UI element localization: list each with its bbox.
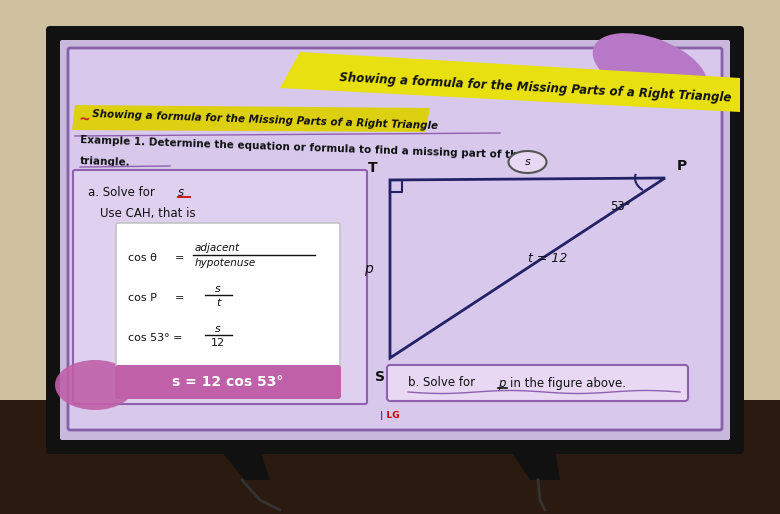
Text: hypotenuse: hypotenuse	[195, 258, 257, 268]
Text: 12: 12	[211, 338, 225, 348]
FancyBboxPatch shape	[46, 26, 744, 454]
Text: a. Solve for: a. Solve for	[88, 186, 158, 198]
Polygon shape	[0, 0, 780, 400]
Polygon shape	[280, 52, 740, 112]
Text: s: s	[215, 284, 221, 294]
Text: P: P	[677, 159, 687, 173]
Ellipse shape	[55, 360, 135, 410]
Text: Showing a formula for the Missing Parts of a Right Triangle: Showing a formula for the Missing Parts …	[92, 109, 438, 131]
Polygon shape	[510, 450, 560, 480]
Text: in the figure above.: in the figure above.	[510, 376, 626, 390]
Text: cos θ: cos θ	[128, 253, 157, 263]
Ellipse shape	[593, 33, 707, 103]
Text: t = 12: t = 12	[528, 251, 567, 265]
FancyBboxPatch shape	[60, 40, 730, 440]
FancyBboxPatch shape	[115, 365, 341, 399]
Text: s: s	[525, 157, 530, 167]
Text: ~: ~	[78, 113, 90, 127]
Text: adjacent: adjacent	[195, 243, 240, 253]
Text: | LG: | LG	[381, 411, 399, 419]
Text: S: S	[375, 370, 385, 384]
Text: Example 1. Determine the equation or formula to find a missing part of the: Example 1. Determine the equation or for…	[80, 135, 525, 161]
Text: t: t	[216, 298, 220, 308]
Text: triangle.: triangle.	[80, 156, 131, 168]
Polygon shape	[220, 450, 270, 480]
FancyBboxPatch shape	[387, 365, 688, 401]
Text: =: =	[175, 293, 184, 303]
Polygon shape	[0, 400, 780, 514]
Text: p: p	[363, 262, 372, 276]
Text: =: =	[175, 253, 184, 263]
Ellipse shape	[509, 151, 547, 173]
FancyBboxPatch shape	[73, 170, 367, 404]
Polygon shape	[72, 105, 430, 132]
FancyBboxPatch shape	[68, 48, 722, 430]
Text: s = 12 cos 53°: s = 12 cos 53°	[172, 375, 284, 389]
Text: T: T	[368, 161, 378, 175]
Text: cos P: cos P	[128, 293, 157, 303]
Text: cos 53° =: cos 53° =	[128, 333, 183, 343]
Text: p: p	[498, 376, 505, 390]
Text: s: s	[215, 324, 221, 334]
FancyBboxPatch shape	[116, 223, 340, 382]
Text: Showing a formula for the Missing Parts of a Right Triangle: Showing a formula for the Missing Parts …	[339, 71, 732, 105]
Text: 53°: 53°	[610, 199, 630, 212]
Text: s: s	[178, 186, 184, 198]
Polygon shape	[390, 178, 665, 358]
Text: Use CAH, that is: Use CAH, that is	[100, 207, 196, 219]
Text: b. Solve for: b. Solve for	[408, 376, 479, 390]
